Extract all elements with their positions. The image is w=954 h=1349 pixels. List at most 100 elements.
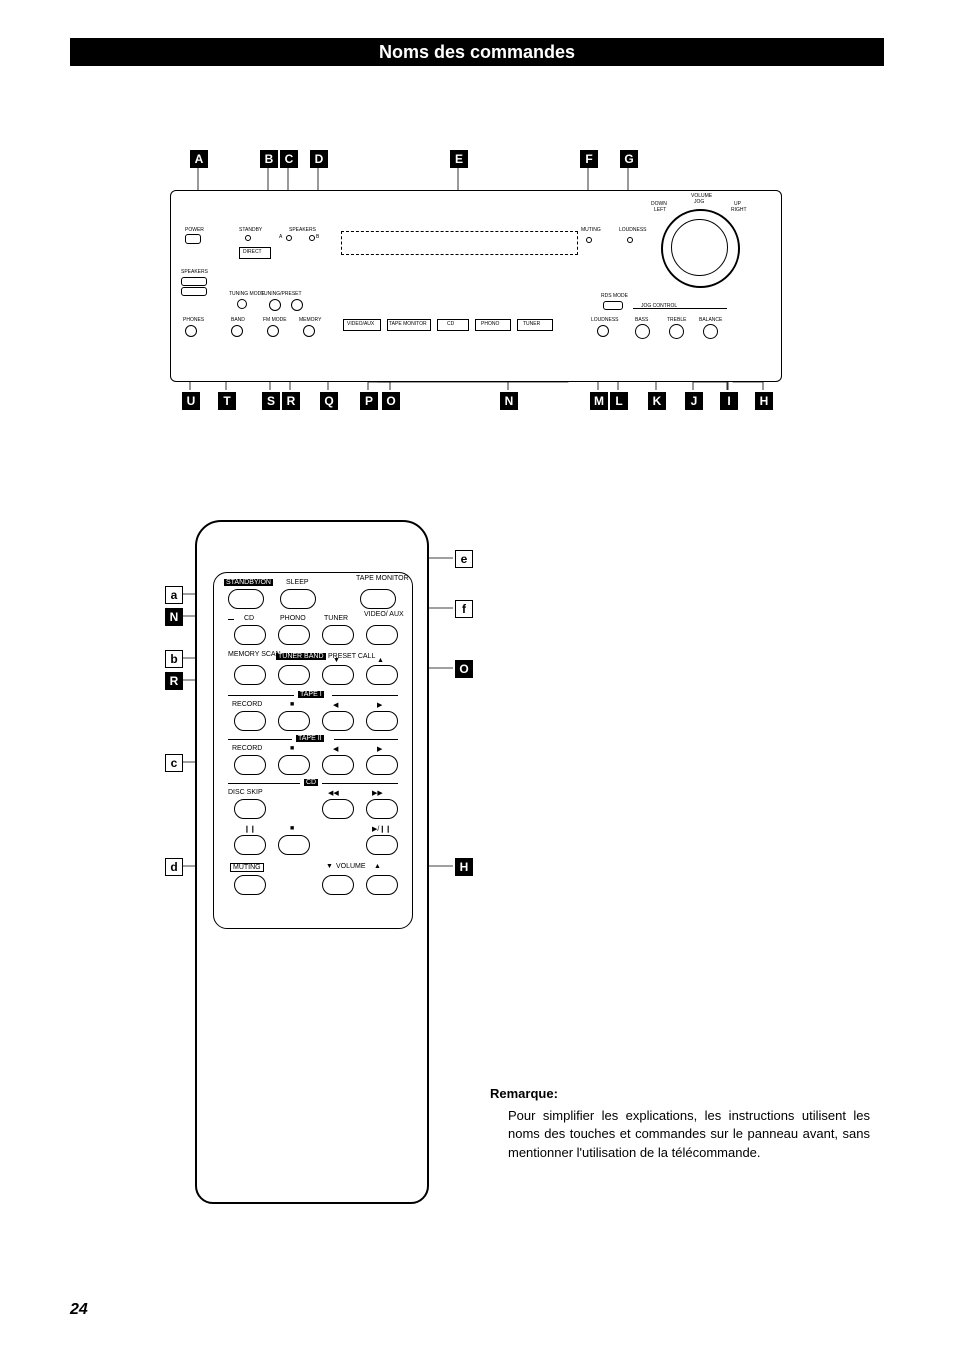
preset-up-button[interactable] — [366, 665, 398, 685]
tape1-rew-button[interactable] — [322, 711, 354, 731]
treble-knob[interactable] — [669, 324, 684, 339]
callout-J: J — [685, 392, 703, 410]
video-aux-label: VIDEO/AUX — [347, 321, 374, 327]
cd-stop-icon: ■ — [290, 825, 294, 832]
left-label: LEFT — [654, 207, 666, 213]
speaker-a-button[interactable] — [181, 277, 207, 286]
band-label: BAND — [231, 317, 245, 323]
callout-N2: N — [165, 608, 183, 626]
volume-knob-inner — [671, 219, 728, 276]
tape1-record-button[interactable] — [234, 711, 266, 731]
cd-prev-button[interactable] — [322, 799, 354, 819]
tuning-preset-label: TUNING/PRESET — [261, 291, 302, 297]
phones-label: PHONES — [183, 317, 204, 323]
callout-b: b — [165, 650, 183, 668]
tuning-down-btn[interactable] — [269, 299, 281, 311]
bass-knob[interactable] — [635, 324, 650, 339]
tuner-band-button[interactable] — [278, 665, 310, 685]
sleep-button[interactable] — [280, 589, 316, 609]
tape-monitor-label-r: TAPE MONITOR — [356, 575, 409, 582]
jog-label: JOG — [694, 199, 704, 205]
video-aux-button-r[interactable] — [366, 625, 398, 645]
callout-N: N — [500, 392, 518, 410]
muting-button-r[interactable] — [234, 875, 266, 895]
callout-Q: Q — [320, 392, 338, 410]
cd-pause-icon: ❙❙ — [244, 825, 256, 833]
spk-b-led — [309, 235, 315, 241]
cd-stop-button[interactable] — [278, 835, 310, 855]
tape2-fwd-button[interactable] — [366, 755, 398, 775]
tape2-rew-button[interactable] — [322, 755, 354, 775]
tape2-record-button[interactable] — [234, 755, 266, 775]
tuner-band-label: TUNER BAND — [276, 653, 326, 660]
tape2-stop-button[interactable] — [278, 755, 310, 775]
cd-play-icon: ▶/❙❙ — [372, 825, 391, 833]
tuner-button-r[interactable] — [322, 625, 354, 645]
muting-label-r: MUTING — [230, 863, 264, 872]
callout-f: f — [455, 600, 473, 618]
loudness-btn[interactable] — [597, 325, 609, 337]
volume-down-button[interactable] — [322, 875, 354, 895]
phono-button-r[interactable] — [278, 625, 310, 645]
callout-S: S — [262, 392, 280, 410]
callout-L: L — [610, 392, 628, 410]
memory-scan-button[interactable] — [234, 665, 266, 685]
memory-label: MEMORY — [299, 317, 321, 323]
volume-up-button[interactable] — [366, 875, 398, 895]
band-btn[interactable] — [231, 325, 243, 337]
rds-mode-button[interactable] — [603, 301, 623, 310]
cd-button-r[interactable] — [234, 625, 266, 645]
standby-on-button[interactable] — [228, 589, 264, 609]
fm-mode-btn[interactable] — [267, 325, 279, 337]
callout-A: A — [190, 150, 208, 168]
bass-label: BASS — [635, 317, 648, 323]
page: Noms des commandes A B C D E F G U T S R… — [0, 0, 954, 1349]
loudness-led — [627, 237, 633, 243]
volume-knob[interactable] — [661, 209, 740, 288]
muting-label: MUTING — [581, 227, 601, 233]
treble-label: TREBLE — [667, 317, 686, 323]
balance-label: BALANCE — [699, 317, 722, 323]
volume-label-r: VOLUME — [336, 863, 366, 870]
tape2-stop-icon: ■ — [290, 745, 294, 752]
cd-pause-button[interactable] — [234, 835, 266, 855]
balance-knob[interactable] — [703, 324, 718, 339]
tape1-fwd-button[interactable] — [366, 711, 398, 731]
vol-up-icon: ▲ — [374, 863, 381, 870]
tape2-label: TAPE II — [296, 735, 324, 742]
callout-O: O — [382, 392, 400, 410]
disc-skip-button[interactable] — [234, 799, 266, 819]
callout-M: M — [590, 392, 608, 410]
tape1-fwd-icon: ▶ — [377, 701, 382, 709]
a-label: A — [279, 234, 282, 240]
cd-play-button[interactable] — [366, 835, 398, 855]
callout-D: D — [310, 150, 328, 168]
page-title: Noms des commandes — [70, 38, 884, 66]
video-aux-label-r: VIDEO/ AUX — [364, 611, 404, 618]
tape1-stop-icon: ■ — [290, 701, 294, 708]
preset-dn-button[interactable] — [322, 665, 354, 685]
tuning-mode-btn[interactable] — [237, 299, 247, 309]
tape-monitor-label: TAPE MONITOR — [389, 321, 427, 327]
loudness-label: LOUDNESS — [619, 227, 647, 233]
memory-btn[interactable] — [303, 325, 315, 337]
power-button[interactable] — [185, 234, 201, 244]
display-window — [341, 231, 578, 255]
speaker-b-button[interactable] — [181, 287, 207, 296]
tape1-stop-button[interactable] — [278, 711, 310, 731]
callout-d: d — [165, 858, 183, 876]
callout-e: e — [455, 550, 473, 568]
phono-label: PHONO — [481, 321, 499, 327]
page-number: 24 — [70, 1301, 88, 1319]
tape-monitor-button-r[interactable] — [360, 589, 396, 609]
vol-dn-icon: ▼ — [326, 863, 333, 870]
standby-led — [245, 235, 251, 241]
tuner-label-r: TUNER — [324, 615, 348, 622]
tape1-label: TAPE I — [298, 691, 324, 698]
direct-label: DIRECT — [243, 249, 262, 255]
sleep-label: SLEEP — [286, 579, 309, 586]
tuning-up-btn[interactable] — [291, 299, 303, 311]
cd-next-button[interactable] — [366, 799, 398, 819]
phones-jack[interactable] — [185, 325, 197, 337]
remark-heading: Remarque: — [490, 1085, 870, 1103]
